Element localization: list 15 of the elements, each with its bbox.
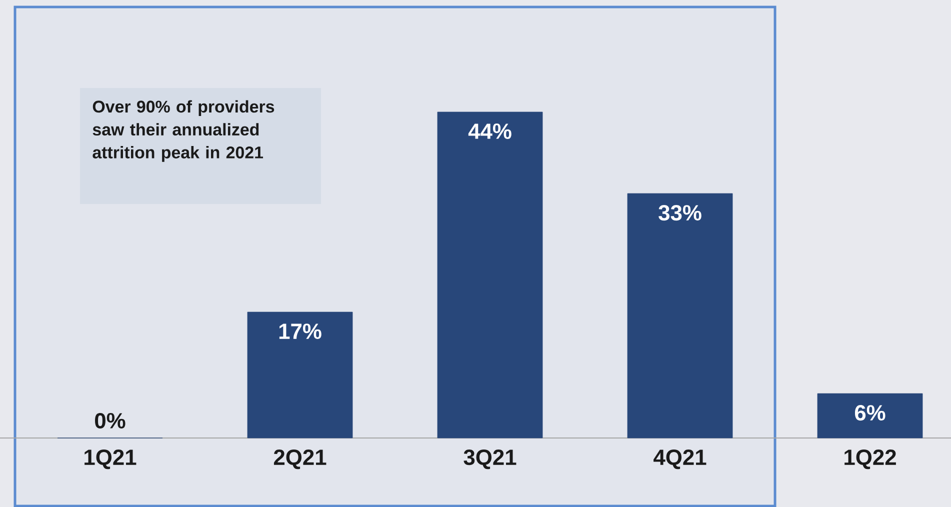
x-tick-label: 4Q21 xyxy=(654,450,706,470)
bar xyxy=(437,112,543,438)
annotation: Over 90% of providers saw their annualized attrition peak in 2021 xyxy=(92,100,274,162)
x-tick-label: 1Q21 xyxy=(84,450,136,470)
bar xyxy=(627,193,733,438)
bar xyxy=(247,312,353,438)
x-tick-label: 1Q22 xyxy=(844,450,896,470)
data-label: 0% xyxy=(95,412,126,428)
data-label: 6% xyxy=(854,405,886,421)
data-label: 17% xyxy=(279,324,322,339)
bar xyxy=(817,393,923,438)
x-tick-label: 2Q21 xyxy=(274,450,326,470)
x-tick-label: 3Q21 xyxy=(464,450,516,470)
data-label: 33% xyxy=(658,205,702,221)
data-label: 44% xyxy=(468,124,512,139)
